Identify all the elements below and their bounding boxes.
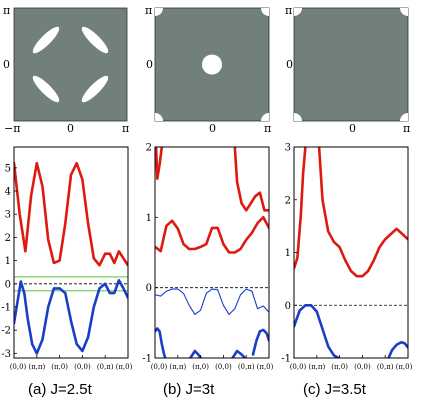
band-curve-red <box>155 216 269 254</box>
fs-corner-pocket <box>261 113 269 121</box>
y-tick-label: -1 <box>142 354 152 365</box>
fs-zero-label: 0 <box>3 58 10 71</box>
y-tick-label: -2 <box>1 326 11 337</box>
fs-pi-label: π <box>145 4 152 17</box>
band-curve-blue <box>14 279 128 355</box>
fs-pocket <box>32 26 60 54</box>
y-tick-label: 0 <box>285 301 291 312</box>
fs-pocket <box>32 75 60 103</box>
fs-corner-pocket <box>155 113 163 121</box>
y-tick-label: 2 <box>146 143 152 154</box>
y-tick-label: 4 <box>5 187 11 198</box>
fs-x-pi-label: π <box>122 122 129 135</box>
x-tick-label: (0,0) <box>74 363 91 371</box>
fs-corner-pocket <box>294 113 302 121</box>
x-tick-label: (0,π) <box>97 363 114 371</box>
x-tick-label: (π,0) <box>192 363 209 371</box>
y-tick-label: 5 <box>5 163 11 174</box>
y-tick-label: -1 <box>1 302 11 313</box>
fs-pocket-center <box>202 54 222 75</box>
fs-x-pi-label: π <box>403 122 410 135</box>
fs-neg-pi-label: −π <box>4 122 20 135</box>
fs-pi-label: π <box>285 4 292 17</box>
fs-x-zero-label: 0 <box>349 122 356 135</box>
x-tick-label: (π,0) <box>396 363 413 371</box>
x-tick-label: (π,0) <box>257 363 274 371</box>
fs-x-pi-label: π <box>264 122 271 135</box>
x-tick-label: (0,0) <box>151 363 168 371</box>
fs-panel-c: π 0 0 π <box>285 4 410 135</box>
y-tick-label: 3 <box>5 210 11 221</box>
x-tick-label: (0,π) <box>377 363 394 371</box>
fs-corner-pocket <box>294 8 302 16</box>
x-tick-label: (π,π) <box>28 363 45 371</box>
caption-a: (a) J=2.5t <box>28 381 93 398</box>
y-tick-label: 1 <box>146 213 152 224</box>
fs-x-zero-label: 0 <box>67 122 74 135</box>
band-curve-blue <box>155 327 167 358</box>
fs-corner-pocket <box>155 8 163 16</box>
fs-square-c <box>293 7 409 122</box>
x-tick-label: (0,0) <box>354 363 371 371</box>
x-tick-label: (0,π) <box>238 363 255 371</box>
band-curve-blue <box>251 328 269 356</box>
fs-panel-b: π 0 0 π <box>145 4 271 135</box>
x-tick-label: (0,0) <box>290 363 307 371</box>
band-curve-red <box>317 147 408 278</box>
fs-square-a <box>13 7 128 122</box>
fs-corner-pocket <box>400 113 408 121</box>
y-tick-label: -1 <box>281 354 291 365</box>
y-tick-label: 2 <box>285 195 291 206</box>
x-tick-label: (0,0) <box>215 363 232 371</box>
x-tick-label: (π,π) <box>308 363 325 371</box>
band-curve-blue <box>294 304 340 358</box>
x-tick-label: (0,0) <box>10 363 27 371</box>
plot-frame <box>293 146 409 359</box>
band-curve-blue <box>231 349 247 358</box>
band-curve-red <box>233 147 269 212</box>
fs-panel-a: π 0 −π 0 π <box>3 4 129 135</box>
y-tick-label: -3 <box>1 349 11 360</box>
y-tick-label: 3 <box>285 143 291 154</box>
fs-pi-label: π <box>3 4 10 17</box>
band-curve-red <box>14 161 128 267</box>
caption-b: (b) J=3t <box>163 381 215 398</box>
y-tick-label: 2 <box>5 233 11 244</box>
fs-zero-label: 0 <box>286 58 293 71</box>
y-tick-label: 1 <box>285 248 291 259</box>
fs-corner-pocket <box>400 8 408 16</box>
plot-frame <box>154 146 270 359</box>
fs-zero-label: 0 <box>146 58 153 71</box>
band-curve-red <box>155 147 164 180</box>
x-tick-label: (π,0) <box>116 363 133 371</box>
band-curve-blue-thin <box>155 288 269 315</box>
y-tick-label: 1 <box>5 256 11 267</box>
caption-c: (c) J=3.5t <box>303 381 367 398</box>
y-tick-label: 0 <box>146 283 152 294</box>
band-panel-b: 210-1(0,0) (π,π) (π,0) (0,0) (0,π) (π,0) <box>142 143 273 372</box>
x-tick-label: (π,0) <box>331 363 348 371</box>
band-curve-blue <box>387 340 408 358</box>
band-curve-red <box>294 147 307 270</box>
fs-pocket <box>81 75 109 103</box>
plot-frame <box>13 146 129 359</box>
band-curve-blue <box>189 349 202 358</box>
fs-pocket <box>81 26 109 54</box>
y-tick-label: 0 <box>5 279 11 290</box>
fs-x-zero-label: 0 <box>209 122 216 135</box>
fs-corner-pocket <box>261 8 269 16</box>
x-tick-label: (π,π) <box>169 363 186 371</box>
x-tick-label: (π,0) <box>51 363 68 371</box>
